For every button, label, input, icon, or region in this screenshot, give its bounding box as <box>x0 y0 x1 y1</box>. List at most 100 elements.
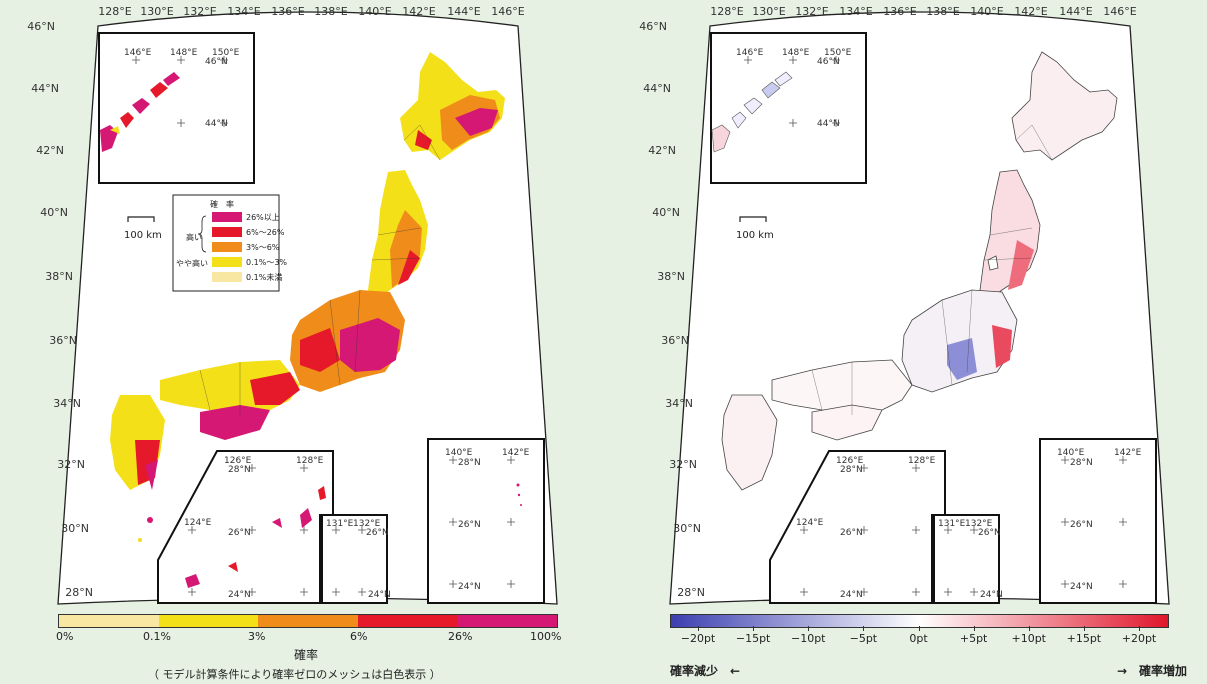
colorbar-tick <box>1028 626 1030 631</box>
lat-label: 40°N <box>40 206 68 219</box>
lat-label: 36°N <box>661 334 689 347</box>
inset-sw-lat-3: 24°N <box>228 590 251 600</box>
japan-islands <box>110 52 505 542</box>
lon-label: 138°E <box>926 5 959 18</box>
colorbar-tick <box>1139 626 1140 631</box>
inset-ne-lat-1: 46°N <box>817 57 840 67</box>
decrease-label: 確率減少 ← <box>670 664 741 678</box>
lat-label: 30°N <box>61 522 89 535</box>
lon-label: 140°E <box>358 5 391 18</box>
colorbar-tick-label: +10pt <box>1011 632 1046 645</box>
lat-label: 28°N <box>677 586 705 599</box>
legend-item-label: 6%～26% <box>246 228 285 237</box>
right-map-panel: 146°E 148°E 150°E 46°N 44°N 100 km <box>612 0 1207 610</box>
legend-swatch <box>212 257 242 267</box>
colorbar-tick-label: +5pt <box>959 632 988 645</box>
inset-sw-lon-3: 124°E <box>796 518 824 528</box>
lat-label: 40°N <box>652 206 680 219</box>
inset-oga-lon-2: 142°E <box>502 448 530 458</box>
lat-label: 38°N <box>45 270 73 283</box>
inset-daito-lon-2: 132°E <box>353 519 381 529</box>
colorbar-tick <box>1083 626 1085 631</box>
inset-ne-lon-2: 148°E <box>782 48 810 58</box>
inset-sw-lat-3: 24°N <box>840 590 863 600</box>
lon-label: 144°E <box>447 5 480 18</box>
cb-tick-0: 0% <box>56 630 74 643</box>
cb-tick-1: 0.1% <box>143 630 171 643</box>
left-map-panel: 146°E 148°E 150°E 46°N 44°N 100 km <box>0 0 600 610</box>
lon-label: 134°E <box>227 5 260 18</box>
inset-sw-lon-2: 128°E <box>908 456 936 466</box>
inset-ne-lat-2: 44°N <box>817 119 840 129</box>
lon-label: 140°E <box>970 5 1003 18</box>
lon-label: 142°E <box>402 5 435 18</box>
legend-item-label: 0.1%未満 <box>246 272 282 282</box>
inset-sw-lat-2: 26°N <box>840 528 863 538</box>
inset-oga-lat-3: 24°N <box>1070 582 1093 592</box>
inset-daito-lat-2: 24°N <box>368 590 391 600</box>
cb-tick-4: 26% <box>448 630 473 643</box>
lat-label: 30°N <box>673 522 701 535</box>
inset-oga-lon-1: 140°E <box>445 448 473 458</box>
colorbar-tick <box>753 626 755 631</box>
inset-ne-lon-2: 148°E <box>170 48 198 58</box>
lat-label: 32°N <box>669 458 697 471</box>
lon-label: 136°E <box>883 5 916 18</box>
scale-label: 100 km <box>736 230 774 241</box>
inset-ne-lon-1: 146°E <box>736 48 764 58</box>
lat-label: 46°N <box>639 20 667 33</box>
inset-nansei <box>157 450 334 604</box>
inset-ogasawara <box>427 438 545 604</box>
increase-label: → 確率増加 <box>1117 664 1188 678</box>
inset-sw-lon-3: 124°E <box>184 518 212 528</box>
lat-label: 34°N <box>665 397 693 410</box>
lon-label: 130°E <box>140 5 173 18</box>
inset-oga-lat-1: 28°N <box>1070 458 1093 468</box>
lat-label: 44°N <box>31 82 59 95</box>
scale-bar: 100 km <box>736 216 774 241</box>
inset-daito-lat-1: 26°N <box>366 528 389 538</box>
scale-bar: 100 km <box>124 216 162 241</box>
inset-oga-lat-2: 26°N <box>458 520 481 530</box>
lon-label: 144°E <box>1059 5 1092 18</box>
legend-item-label: 0.1%～3% <box>246 258 287 267</box>
inset-ne-lon-3: 150°E <box>212 48 240 58</box>
lon-label: 138°E <box>314 5 347 18</box>
inset-ne-lon-1: 146°E <box>124 48 152 58</box>
inset-kuril <box>710 32 867 184</box>
kuril-islands <box>100 72 180 152</box>
lon-label: 128°E <box>98 5 131 18</box>
inset-oga-lat-2: 26°N <box>1070 520 1093 530</box>
lon-label: 146°E <box>1103 5 1136 18</box>
colorbar-seg-3 <box>258 615 358 627</box>
lon-label: 136°E <box>271 5 304 18</box>
legend-item-label: 26%以上 <box>246 213 280 222</box>
colorbar-seg-2 <box>158 615 259 627</box>
colorbar-tick-label: −20pt <box>680 632 716 645</box>
lat-label: 42°N <box>36 144 64 157</box>
cb-tick-5: 100% <box>530 630 562 643</box>
lat-label: 36°N <box>49 334 77 347</box>
colorbar-tick-label: −15pt <box>735 632 771 645</box>
cb-tick-2: 3% <box>248 630 266 643</box>
inset-sw-lat-1: 28°N <box>840 465 863 475</box>
inset-sw-lon-1: 126°E <box>836 456 864 466</box>
legend-group-high: 高い <box>186 232 202 242</box>
lon-label: 146°E <box>491 5 524 18</box>
colorbar-tick <box>973 626 975 631</box>
colorbar-seg-5 <box>457 615 557 627</box>
inset-nansei <box>769 450 946 604</box>
colorbar-title: 確率 <box>294 648 319 662</box>
kuril-islands <box>711 71 793 153</box>
colorbar-seg-4 <box>357 615 458 627</box>
legend-group-mid: やや高い <box>176 258 208 268</box>
inset-ne-lat-2: 44°N <box>205 119 228 129</box>
footnote: （ モデル計算条件により確率ゼロのメッシュは白色表示 ） <box>148 668 441 681</box>
inset-sw-lat-2: 26°N <box>228 528 251 538</box>
lat-label: 42°N <box>648 144 676 157</box>
inset-ogasawara <box>1039 438 1157 604</box>
legend-swatch <box>212 227 242 237</box>
probability-colorbar <box>58 614 558 628</box>
inset-oga-lat-3: 24°N <box>458 582 481 592</box>
inset-ne-lon-3: 150°E <box>824 48 852 58</box>
